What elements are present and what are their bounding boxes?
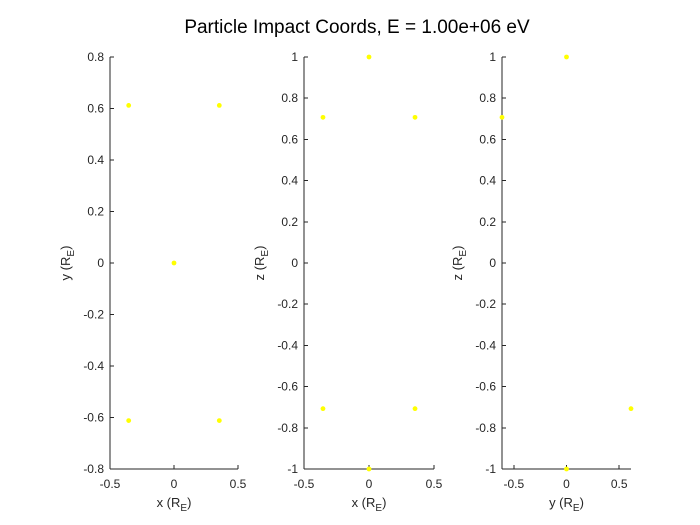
- x-tick-label: -0.5: [503, 477, 524, 491]
- y-axis-label-sub: E: [66, 250, 77, 257]
- y-tick-label: -0.2: [475, 297, 496, 311]
- data-point: [126, 103, 132, 108]
- data-point: [366, 54, 372, 60]
- x-axis-label-close: ): [382, 495, 386, 510]
- y-tick-label: -0.8: [83, 462, 104, 476]
- x-tick-label: -0.5: [294, 477, 315, 491]
- y-tick-label: 0: [97, 256, 104, 270]
- y-tick-label: -0.4: [277, 338, 298, 352]
- y-axis-label-close: ): [450, 246, 465, 250]
- y-axis-label-close: ): [252, 246, 267, 250]
- y-tick-label: -0.6: [277, 380, 298, 394]
- subplot-3: -0.5 0 0.5 -1 -0.8 -0.6 -0.4 -0.2 0 0.2 0.4 0.6 0.8 1…: [450, 50, 634, 514]
- y-tick-label: 0.6: [479, 132, 496, 146]
- y-tick-label: -0.2: [83, 308, 104, 322]
- y-tick-label: -0.8: [277, 421, 298, 435]
- data-point: [366, 466, 372, 472]
- y-tick-label: -1: [287, 462, 298, 476]
- y-tick-label: -1: [485, 462, 496, 476]
- x-axis-label: x (RE): [157, 495, 192, 514]
- y-axis-label-main: z (R: [450, 257, 465, 281]
- data-point: [564, 54, 569, 60]
- x-axis-label: x (RE): [352, 495, 387, 514]
- y-axis-label: z (RE): [252, 246, 271, 281]
- y-tick-label: 0.4: [281, 174, 298, 188]
- y-tick-label: 0.4: [479, 174, 496, 188]
- x-axis-label-sub: E: [375, 503, 382, 514]
- y-axis-label: z (RE): [450, 246, 469, 281]
- data-point: [564, 466, 569, 472]
- y-tick-label: 0.2: [281, 215, 298, 229]
- y-axis-label-close: ): [58, 246, 73, 250]
- data-point: [499, 114, 505, 120]
- y-tick-label: -0.6: [475, 380, 496, 394]
- y-axis-label-main: y (R: [58, 257, 73, 281]
- x-tick-label: 0.5: [611, 477, 628, 491]
- y-axis-label-main: z (R: [252, 257, 267, 281]
- y-tick-label: -0.8: [475, 421, 496, 435]
- data-point: [171, 260, 177, 266]
- x-tick-label: 0: [563, 477, 570, 491]
- x-tick-label: 0.5: [426, 477, 443, 491]
- y-tick-label: 1: [291, 50, 298, 64]
- subplot-1: -0.5 0 0.5 -0.8 -0.6 -0.4 -0.2 0 0.2 0.4 0.6 0.8 x (…: [58, 50, 247, 514]
- x-tick-label: 0: [366, 477, 373, 491]
- x-axis-label: y (RE): [549, 495, 584, 514]
- y-tick-label: 0.6: [87, 102, 104, 116]
- y-tick-label: 0: [489, 256, 496, 270]
- figure-title: Particle Impact Coords, E = 1.00e+06 eV: [184, 17, 530, 38]
- data-point: [320, 406, 326, 412]
- subplot-2: -0.5 0 0.5 -1 -0.8 -0.6 -0.4 -0.2 0 0.2 0.4 0.6 0.8 1…: [252, 50, 443, 514]
- x-tick-label: 0: [171, 477, 178, 491]
- y-tick-label: -0.4: [475, 338, 496, 352]
- x-tick-label: -0.5: [100, 477, 121, 491]
- y-tick-label: -0.2: [277, 297, 298, 311]
- subplot-panels: -0.5 0 0.5 -0.8 -0.6 -0.4 -0.2 0 0.2 0.4 0.6 0.8 x (…: [58, 50, 634, 514]
- x-axis-label-sub: E: [180, 503, 187, 514]
- y-axis-label-sub: E: [458, 250, 469, 257]
- data-point: [216, 418, 222, 423]
- y-tick-label: 0.8: [87, 50, 104, 64]
- x-axis-label-main: x (R: [352, 495, 376, 510]
- x-axis-label-close: ): [187, 495, 191, 510]
- x-axis-label-main: y (R: [549, 495, 573, 510]
- data-point: [412, 406, 418, 412]
- y-tick-label: 0.4: [87, 153, 104, 167]
- data-point: [320, 114, 326, 120]
- data-point: [216, 103, 222, 108]
- x-tick-label: 0.5: [230, 477, 247, 491]
- y-axis-label: y (RE): [58, 246, 77, 281]
- y-tick-label: 0.8: [479, 91, 496, 105]
- y-tick-label: 0.8: [281, 91, 298, 105]
- x-axis-label-sub: E: [573, 503, 580, 514]
- y-axis-label-sub: E: [260, 250, 271, 257]
- data-point: [628, 406, 634, 412]
- y-tick-label: 0.2: [87, 205, 104, 219]
- x-axis-label-main: x (R: [157, 495, 181, 510]
- y-tick-label: 0: [291, 256, 298, 270]
- y-tick-label: 0.2: [479, 215, 496, 229]
- data-point: [126, 418, 132, 423]
- y-tick-label: -0.6: [83, 411, 104, 425]
- y-tick-label: 0.6: [281, 132, 298, 146]
- x-axis-label-close: ): [580, 495, 584, 510]
- y-tick-label: 1: [489, 50, 496, 64]
- y-tick-label: -0.4: [83, 359, 104, 373]
- data-point: [412, 114, 418, 120]
